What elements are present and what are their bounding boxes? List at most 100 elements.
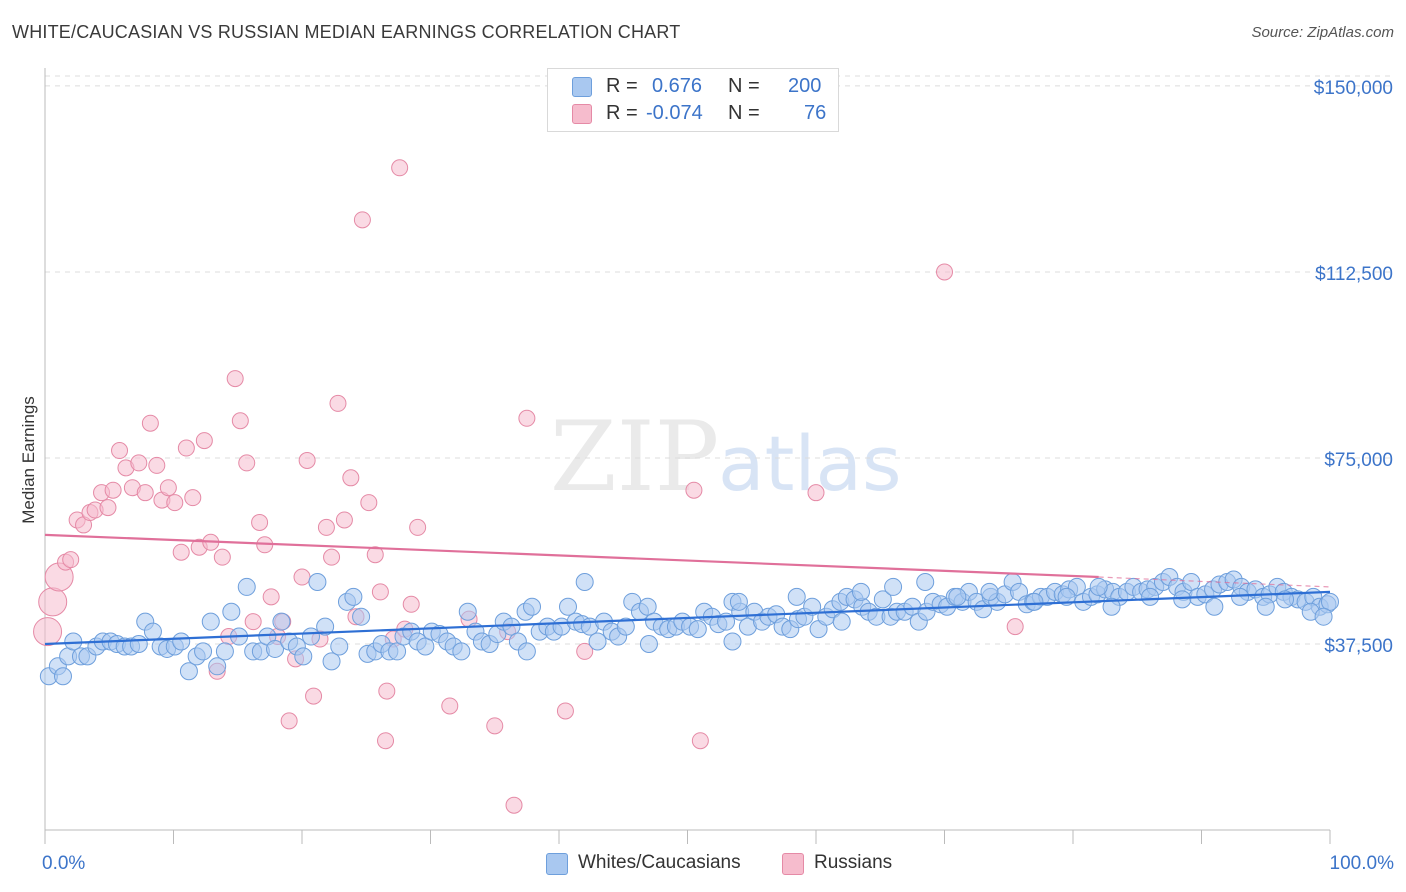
bottom-legend-swatch-pink [782, 853, 804, 875]
whites-point [172, 632, 191, 651]
russians-point [262, 588, 280, 606]
russians-point [329, 394, 347, 412]
russians-point [38, 587, 68, 617]
russians-point [556, 702, 574, 720]
legend-r-value: -0.074 [646, 102, 703, 124]
russians-point [317, 518, 335, 536]
whites-point [1182, 572, 1201, 591]
whites-point [639, 634, 658, 653]
russians-point [104, 481, 122, 499]
russians-point [691, 732, 709, 750]
russians-trend-line [44, 533, 1099, 579]
russians-point [402, 595, 420, 613]
russians-point [335, 511, 353, 529]
y-tick-label: $112,500 [1315, 264, 1393, 285]
whites-point [330, 637, 349, 656]
whites-point [523, 597, 542, 616]
whites-point [266, 639, 285, 658]
whites-point [884, 577, 903, 596]
y-axis-label: Median Earnings [19, 396, 38, 524]
russians-point [231, 412, 249, 430]
legend-r-label: R = [606, 75, 638, 97]
y-tick-label: $150,000 [1314, 78, 1393, 99]
whites-point [208, 657, 227, 676]
russians-point [159, 479, 177, 497]
legend-n-label: N = [728, 75, 760, 97]
whites-point [294, 647, 313, 666]
russians-point [166, 494, 184, 512]
whites-point [1276, 590, 1295, 609]
whites-point [787, 587, 806, 606]
y-tick-labels: $37,500 $75,000 $112,500 $150,000 [1314, 78, 1393, 657]
whites-point [723, 632, 742, 651]
whites-point [588, 632, 607, 651]
whites-point [1141, 587, 1160, 606]
russians-point [172, 543, 190, 561]
russians-point [353, 211, 371, 229]
russians-point [111, 442, 129, 460]
whites-point [458, 602, 477, 621]
russians-point [130, 454, 148, 472]
russians-point [807, 484, 825, 502]
chart-source: Source: ZipAtlas.com [1251, 24, 1394, 41]
whites-point [301, 627, 320, 646]
whites-point [1321, 592, 1339, 611]
whites-point [201, 612, 220, 631]
russians-point [342, 469, 360, 487]
russians-point [305, 687, 323, 705]
russians-point [936, 263, 953, 281]
whites-point [129, 634, 148, 653]
legend-swatch-blue [572, 77, 592, 97]
russians-point [293, 568, 311, 586]
whites-point [344, 587, 363, 606]
whites-point [729, 592, 748, 611]
whites-point [222, 602, 241, 621]
correlation-legend: R = 0.676 N = 200 R = -0.074 N = 76 [547, 68, 839, 132]
whites-point [53, 667, 72, 686]
whites-point [803, 597, 822, 616]
whites-point [575, 572, 594, 591]
whites-point [688, 620, 707, 639]
x-tick-label: 0.0% [42, 853, 85, 874]
russians-point [576, 642, 594, 660]
whites-point [1314, 607, 1333, 626]
russians-point [33, 617, 63, 647]
whites-point [452, 642, 471, 661]
bottom-legend-label: Whites/Caucasians [578, 852, 741, 873]
russians-point [238, 454, 256, 472]
whites-point [1089, 577, 1108, 596]
bottom-legend-label: Russians [814, 852, 893, 873]
whites-point [1205, 597, 1224, 616]
russians-point [409, 518, 427, 536]
whites-point [1057, 587, 1076, 606]
whites-point [916, 572, 935, 591]
whites-point [616, 617, 635, 636]
russians-point [148, 456, 166, 474]
russians-point [195, 432, 213, 450]
y-tick-label: $75,000 [1324, 450, 1393, 471]
x-tick-label: 100.0% [1330, 853, 1395, 874]
russians-point [251, 513, 269, 531]
whites-point [1102, 597, 1121, 616]
whites-point [1256, 597, 1275, 616]
y-tick-label: $37,500 [1324, 636, 1393, 657]
whites-trend-line [44, 590, 1331, 646]
whites-point [1173, 590, 1192, 609]
russians-point [141, 414, 159, 432]
russians-point [360, 494, 378, 512]
legend-r-value: 0.676 [652, 75, 703, 97]
chart-title: WHITE/CAUCASIAN VS RUSSIAN MEDIAN EARNIN… [12, 22, 681, 42]
axes [44, 68, 1331, 844]
russians-point [685, 481, 703, 499]
russians-point [213, 548, 231, 566]
whites-point [179, 662, 198, 681]
russians-point [391, 159, 409, 177]
x-tick-labels: 0.0% 100.0% [42, 853, 1394, 874]
whites-point [272, 612, 291, 631]
whites-point [558, 597, 577, 616]
whites-point [502, 617, 521, 636]
russians-point [366, 546, 384, 564]
russians-point [177, 439, 195, 457]
whites-point [638, 597, 657, 616]
